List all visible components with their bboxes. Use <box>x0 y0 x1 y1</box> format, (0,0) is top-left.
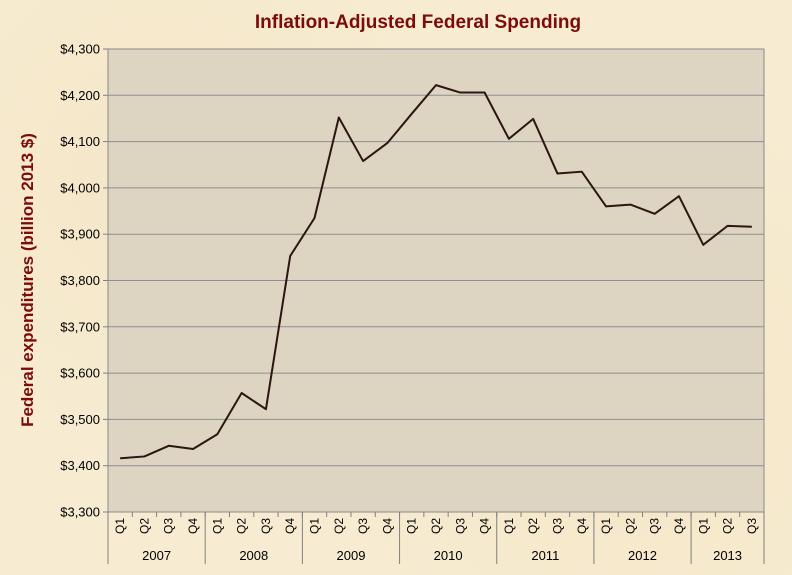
x-tick-label-quarter: Q3 <box>356 518 370 534</box>
x-tick-label-quarter: Q4 <box>672 518 686 534</box>
y-tick-label: $3,700 <box>60 319 100 334</box>
y-axis-ticks: $3,300 $3,400 $3,500 $3,600 $3,700 $3,800 $3,9… <box>60 42 108 520</box>
x-tick-label-quarter: Q2 <box>429 518 443 534</box>
x-tick-label-quarter: Q2 <box>137 518 151 534</box>
y-tick-label: $4,200 <box>60 88 100 103</box>
x-tick-label-year: 2011 <box>531 548 559 563</box>
x-tick-label-quarter: Q3 <box>550 518 564 534</box>
x-tick-label-quarter: Q1 <box>502 518 516 534</box>
x-tick-label-quarter: Q4 <box>186 518 200 534</box>
x-tick-label-quarter: Q3 <box>259 518 273 534</box>
x-tick-label-year: 2008 <box>239 548 268 563</box>
x-tick-label-quarter: Q2 <box>623 518 637 534</box>
x-tick-label-year: 2012 <box>628 548 657 563</box>
x-tick-label-year: 2009 <box>337 548 366 563</box>
chart-title: Inflation-Adjusted Federal Spending <box>255 12 581 33</box>
y-tick-label: $3,300 <box>60 505 100 520</box>
y-tick-label: $4,300 <box>60 42 100 57</box>
x-tick-label-year: 2010 <box>434 548 463 563</box>
x-tick-label-quarter: Q1 <box>599 518 613 534</box>
x-tick-label-quarter: Q2 <box>332 518 346 534</box>
x-tick-label-quarter: Q4 <box>380 518 394 534</box>
x-tick-label-quarter: Q2 <box>721 518 735 534</box>
y-axis-title: Federal expenditures (billion 2013 $) <box>18 133 37 427</box>
y-tick-label: $4,100 <box>60 134 100 149</box>
x-tick-label-quarter: Q1 <box>210 518 224 534</box>
x-tick-label-quarter: Q4 <box>575 518 589 534</box>
x-tick-label-quarter: Q2 <box>526 518 540 534</box>
x-axis: Q1 Q2 Q3 Q4 Q1 Q2 Q3 Q4 Q1 Q2 Q3 Q4 Q1 Q2 Q3 Q4 Q1 Q2 Q3 Q4… <box>107 512 765 564</box>
y-tick-label: $3,600 <box>60 366 100 381</box>
y-tick-label: $3,400 <box>60 458 100 473</box>
x-tick-label-quarter: Q1 <box>113 518 127 534</box>
y-tick-label: $4,000 <box>60 180 100 195</box>
x-tick-label-quarter: Q4 <box>478 518 492 534</box>
x-tick-label-quarter: Q3 <box>745 518 759 534</box>
x-tick-label-quarter: Q3 <box>453 518 467 534</box>
gridlines <box>108 94 764 467</box>
y-tick-label: $3,500 <box>60 412 100 427</box>
series-layer <box>120 84 752 460</box>
y-tick-label: $3,900 <box>60 227 100 242</box>
x-tick-label-quarter: Q1 <box>696 518 710 534</box>
x-tick-label-quarter: Q3 <box>648 518 662 534</box>
x-tick-label-quarter: Q2 <box>235 518 249 534</box>
x-tick-label-year: 2007 <box>142 548 171 563</box>
x-tick-label-quarter: Q3 <box>162 518 176 534</box>
x-tick-label-year: 2013 <box>713 548 742 563</box>
x-tick-label-quarter: Q1 <box>308 518 322 534</box>
y-tick-label: $3,800 <box>60 273 100 288</box>
x-tick-label-quarter: Q4 <box>283 518 297 534</box>
x-tick-label-quarter: Q1 <box>405 518 419 534</box>
